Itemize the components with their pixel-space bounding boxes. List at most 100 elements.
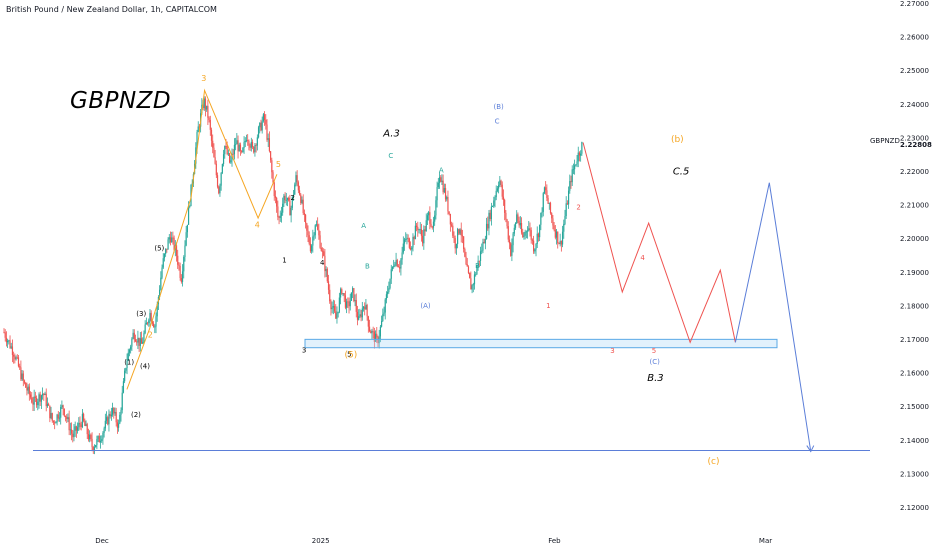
candle-body: [473, 274, 476, 285]
candle-body: [537, 233, 540, 238]
candle-body: [144, 324, 146, 334]
candle-body: [541, 211, 543, 213]
y-tick-label: 2.26000: [900, 34, 929, 42]
candle-body: [237, 140, 239, 152]
candle-body: [45, 393, 47, 407]
candle-body: [500, 180, 502, 185]
candle-body: [352, 288, 354, 293]
wave-label: (3): [136, 310, 146, 318]
y-tick-label: 2.15000: [900, 403, 929, 411]
wave-label: B: [475, 262, 480, 270]
candle-body: [131, 338, 133, 347]
candle-body: [512, 233, 514, 246]
wave-label: 3: [302, 346, 306, 354]
candle-body: [430, 223, 432, 227]
chart-header-title: British Pound / New Zealand Dollar, 1h, …: [6, 5, 217, 14]
candle-body: [54, 422, 56, 424]
candle-body: [146, 322, 149, 324]
candle-body: [20, 367, 22, 380]
candle-body: [19, 366, 21, 368]
candle-body: [102, 432, 104, 440]
candle-body: [466, 264, 468, 267]
y-tick-label: 2.23000: [900, 134, 929, 142]
x-tick-label: Feb: [548, 537, 561, 545]
time-axis[interactable]: Dec 2025 Feb Mar: [95, 537, 772, 545]
wave-label: (A): [420, 302, 431, 310]
support-zone-box: [304, 338, 778, 349]
candle-body: [42, 393, 44, 396]
candle-body: [530, 230, 532, 240]
candle-body: [384, 299, 386, 313]
candlestick-series: [3, 96, 583, 455]
candle-body: [136, 341, 138, 343]
candle-body: [483, 241, 485, 244]
candle-body: [148, 320, 150, 324]
candle-body: [485, 223, 488, 240]
wave-label: (4): [140, 363, 150, 371]
price-axis[interactable]: 2.12000 2.13000 2.14000 2.15000 2.16000 2.170…: [900, 0, 932, 512]
candle-body: [152, 323, 155, 328]
candle-body: [397, 266, 400, 268]
candle-body: [57, 414, 59, 419]
candle-body: [204, 98, 207, 110]
candle-body: [440, 177, 442, 182]
candle-body: [263, 114, 266, 120]
wave-label: B: [365, 262, 370, 270]
candle-body: [514, 223, 517, 228]
y-tick-label: 2.13000: [900, 470, 929, 478]
candle-body: [8, 340, 10, 342]
candle-body: [206, 105, 208, 110]
candle-body: [107, 417, 109, 425]
candle-body: [447, 197, 449, 212]
candle-body: [236, 140, 238, 145]
candle-body: [426, 215, 429, 221]
candle-body: [68, 417, 70, 431]
candle-body: [251, 141, 254, 147]
candle-body: [186, 224, 188, 233]
candle-body: [305, 214, 307, 224]
candle-body: [349, 300, 351, 307]
candle-body: [97, 435, 99, 440]
candle-body: [279, 215, 281, 218]
candle-body: [25, 382, 27, 388]
candle-body: [271, 160, 273, 173]
candle-body: [245, 140, 248, 142]
candle-body: [273, 182, 275, 197]
candle-body: [488, 212, 490, 229]
wave-label: (c): [708, 457, 720, 467]
candle-body: [29, 394, 32, 398]
candle-body: [561, 231, 564, 245]
candle-body: [284, 195, 286, 201]
candle-body: [73, 430, 75, 438]
candle-body: [312, 236, 314, 246]
candle-body: [257, 127, 260, 138]
candle-body: [195, 147, 197, 164]
candle-body: [467, 266, 470, 273]
candle-body: [142, 341, 144, 344]
candle-body: [321, 250, 324, 252]
candle-body: [490, 206, 492, 220]
candle-body: [260, 122, 262, 131]
candle-body: [396, 260, 398, 267]
candle-body: [250, 141, 252, 148]
candle-body: [254, 144, 256, 153]
candle-body: [454, 238, 456, 249]
candle-body: [417, 227, 419, 230]
candle-body: [387, 291, 389, 295]
candle-body: [346, 301, 348, 308]
wave-label: 4: [255, 220, 260, 229]
candle-body: [72, 433, 74, 438]
candle-body: [209, 119, 211, 130]
candle-body: [381, 320, 383, 327]
candle-body: [156, 304, 158, 317]
candle-body: [62, 405, 64, 409]
candle-body: [498, 185, 500, 189]
candle-body: [519, 223, 521, 226]
candle-body: [368, 326, 371, 332]
candle-body: [134, 339, 137, 342]
candle-body: [306, 223, 308, 231]
candle-body: [581, 142, 583, 154]
candle-body: [296, 175, 298, 183]
candle-body: [393, 266, 395, 267]
